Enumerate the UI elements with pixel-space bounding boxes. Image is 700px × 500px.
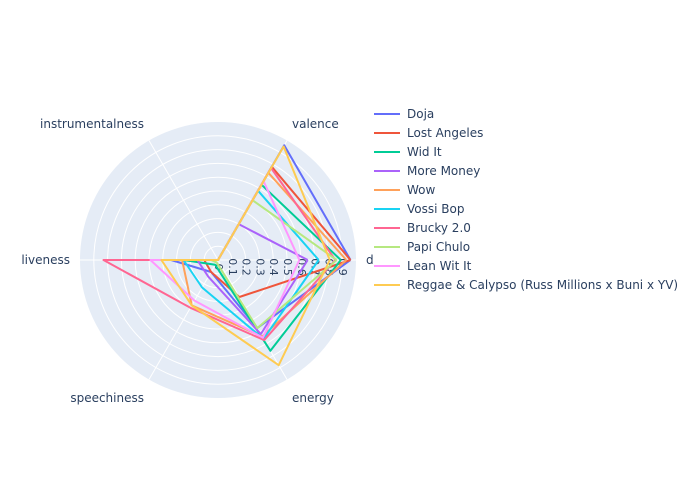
legend-label: Brucky 2.0 (407, 221, 471, 235)
legend-label: Papi Chulo (407, 240, 470, 254)
radial-tick-label: 0.5 (281, 258, 294, 276)
legend-item[interactable]: Lean Wit It (374, 259, 472, 273)
axis-label-liveness: liveness (21, 253, 70, 267)
legend-label: Lost Angeles (407, 126, 483, 140)
series-lines (102, 144, 352, 367)
legend-label: More Money (407, 164, 480, 178)
legend-item[interactable]: Doja (374, 107, 434, 121)
angular-gridline (148, 259, 219, 380)
legend-label: Wow (407, 183, 436, 197)
legend-item[interactable]: More Money (374, 164, 480, 178)
axis-label-danceability: d (366, 253, 374, 267)
radial-tick-label: 0.2 (240, 258, 253, 276)
legend-label: Lean Wit It (407, 259, 472, 273)
legend-item[interactable]: Wow (374, 183, 436, 197)
axis-label-instrumentalness: instrumentalness (40, 117, 144, 131)
legend-label: Reggae & Calypso (Russ Millions x Buni x… (407, 278, 678, 292)
radial-tick-label: 0.3 (253, 258, 266, 276)
legend-item[interactable]: Brucky 2.0 (374, 221, 471, 235)
legend-label: Vossi Bop (407, 202, 464, 216)
axis-label-energy: energy (292, 391, 334, 405)
axis-label-valence: valence (292, 117, 339, 131)
axis-label-speechiness: speechiness (70, 391, 144, 405)
legend[interactable]: Doja Lost Angeles Wid It More Money Wow Vossi… (374, 107, 678, 292)
angular-axis-labels: d energy speechiness liveness instrumentalne… (21, 117, 373, 405)
legend-item[interactable]: Papi Chulo (374, 240, 470, 254)
angular-gridline (148, 140, 219, 261)
legend-item[interactable]: Reggae & Calypso (Russ Millions x Buni x… (374, 278, 678, 292)
legend-item[interactable]: Wid It (374, 145, 442, 159)
legend-label: Wid It (407, 145, 442, 159)
legend-item[interactable]: Lost Angeles (374, 126, 483, 140)
radial-tick-label: 0.1 (226, 258, 239, 276)
legend-item[interactable]: Vossi Bop (374, 202, 464, 216)
series-line-9 (160, 145, 331, 367)
radial-tick-label: 0.4 (267, 258, 280, 276)
legend-label: Doja (407, 107, 434, 121)
